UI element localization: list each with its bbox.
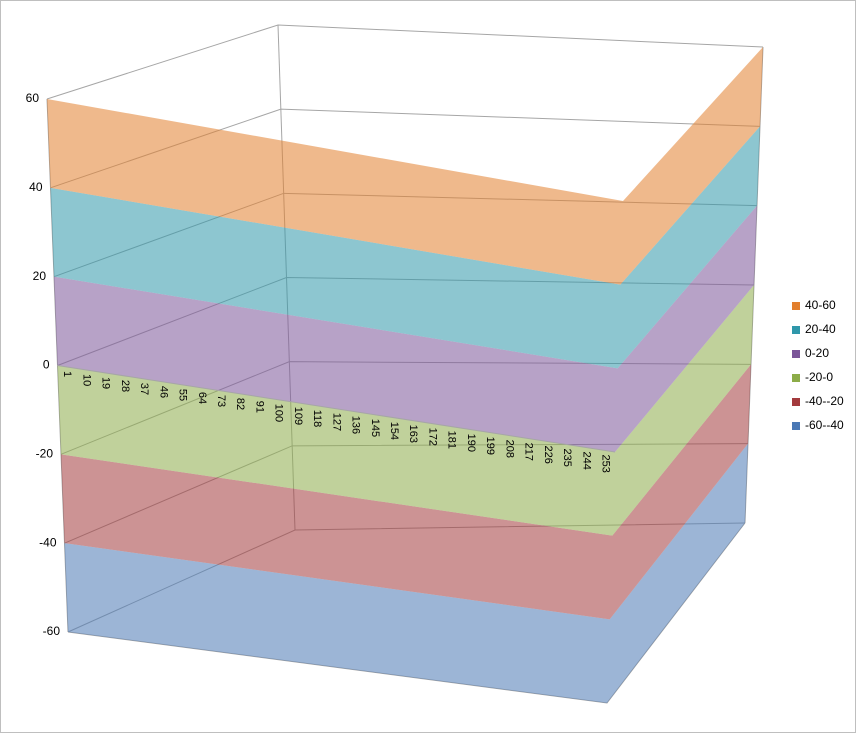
x-tick-label: 244 (580, 452, 592, 470)
surface-band (57, 285, 754, 536)
legend-swatch (792, 302, 800, 310)
y-tick-label: -20 (36, 447, 54, 461)
legend-label: -20-0 (805, 370, 833, 384)
legend: 40-60 20-40 0-20 -20-0 -40--20 -60--40 (792, 298, 844, 432)
legend-swatch (792, 422, 800, 430)
legend-label: 40-60 (805, 298, 836, 312)
x-tick-label: 226 (542, 446, 554, 464)
surface-band (50, 126, 760, 369)
legend-swatch (792, 398, 800, 406)
legend-label: 0-20 (805, 346, 829, 360)
x-tick-label: 10 (80, 374, 92, 386)
x-tick-label: 190 (465, 434, 477, 452)
surface (47, 47, 763, 703)
legend-swatch (792, 374, 800, 382)
x-tick-label: 181 (446, 431, 458, 449)
labels: 60 40 20 0 -20 -40 -60 1 10 19 28 37 46 55 64 73 82 91 100… (26, 91, 612, 638)
surface-band (64, 443, 748, 703)
legend-swatch (792, 326, 800, 334)
x-tick-label: 253 (599, 455, 611, 473)
x-tick-label: 163 (407, 425, 419, 443)
x-tick-label: 64 (196, 392, 208, 404)
x-tick-label: 28 (119, 380, 131, 392)
x-tick-label: 145 (369, 419, 381, 437)
x-tick-label: 136 (350, 416, 362, 434)
x-tick-label: 235 (561, 449, 573, 467)
x-tick-label: 172 (426, 428, 438, 446)
x-tick-label: 46 (157, 386, 169, 398)
y-tick-label: 0 (43, 358, 50, 372)
x-tick-label: 37 (138, 383, 150, 395)
x-tick-label: 199 (484, 437, 496, 455)
y-tick-label: 40 (29, 180, 43, 194)
y-tick-label: 20 (33, 269, 47, 283)
surface-band (61, 364, 751, 620)
x-tick-label: 109 (292, 407, 304, 425)
surface-band (47, 47, 763, 285)
y-tick-label: 60 (26, 91, 40, 105)
x-axis-line (57, 365, 616, 453)
legend-swatch (792, 350, 800, 358)
x-tick-label: 73 (215, 395, 227, 407)
y-tick-label: -40 (39, 535, 57, 549)
x-tick-label: 82 (234, 398, 246, 410)
legend-label: -40--20 (805, 394, 844, 408)
grid-line (46, 24, 764, 100)
x-tick-label: 154 (388, 422, 400, 440)
x-tick-label: 19 (100, 377, 112, 389)
legend-label: -60--40 (805, 418, 844, 432)
legend-label: 20-40 (805, 322, 836, 336)
x-tick-label: 208 (503, 440, 515, 458)
surface-band (54, 205, 757, 452)
x-tick-label: 118 (311, 410, 323, 428)
x-tick-label: 1 (61, 371, 73, 377)
x-tick-label: 100 (273, 404, 285, 422)
x-tick-label: 217 (523, 443, 535, 461)
x-tick-label: 55 (177, 389, 189, 401)
y-tick-label: -60 (43, 624, 61, 638)
x-tick-label: 127 (330, 413, 342, 431)
x-tick-label: 91 (253, 401, 265, 413)
